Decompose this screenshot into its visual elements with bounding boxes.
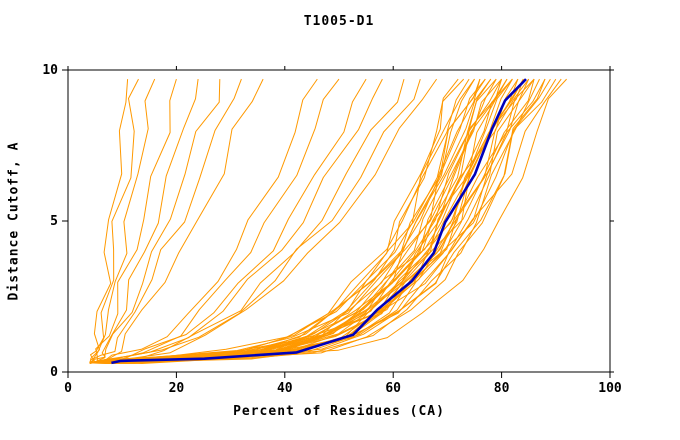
model-curve <box>89 79 199 364</box>
model-curve <box>89 78 318 364</box>
model-curve <box>92 78 475 364</box>
model-curve <box>92 78 481 364</box>
y-tick-label: 0 <box>50 365 58 380</box>
model-curve <box>89 78 459 364</box>
model-curve <box>89 79 221 364</box>
reference-curve <box>111 78 527 365</box>
model-curve <box>89 78 481 364</box>
model-curve <box>89 78 242 364</box>
y-tick-label: 5 <box>50 214 58 229</box>
model-curve <box>92 78 264 364</box>
model-curve <box>89 78 383 364</box>
x-tick-label: 100 <box>598 381 622 396</box>
model-curve <box>89 78 367 364</box>
model-curve <box>89 78 540 364</box>
model-curve <box>89 79 129 364</box>
model-curve <box>89 78 524 364</box>
x-tick-label: 80 <box>494 381 510 396</box>
model-curve <box>92 78 524 364</box>
model-curve <box>92 78 502 364</box>
model-curve <box>89 78 562 364</box>
chart-title: T1005-D1 <box>303 14 375 29</box>
x-tick-label: 40 <box>277 381 293 396</box>
model-curve <box>95 78 524 364</box>
x-tick-label: 60 <box>385 381 401 396</box>
x-tick-label: 0 <box>64 381 72 396</box>
model-curve <box>89 78 156 364</box>
model-curve <box>95 78 530 364</box>
model-curve <box>89 78 438 364</box>
model-curve <box>95 78 492 364</box>
model-curve <box>89 78 508 364</box>
x-axis-label: Percent of Residues (CA) <box>233 404 445 419</box>
model-curve <box>89 78 465 364</box>
model-curve <box>92 78 405 364</box>
model-curve <box>89 78 177 364</box>
model-curve <box>92 78 497 364</box>
x-tick-label: 20 <box>169 381 185 396</box>
model-curve <box>89 78 513 364</box>
model-curve <box>95 78 546 364</box>
model-curve <box>89 78 503 364</box>
model-curve <box>92 78 470 364</box>
model-curve <box>95 78 486 364</box>
model-curve <box>89 78 139 364</box>
model-curve <box>89 78 340 364</box>
y-tick-label: 10 <box>42 63 58 78</box>
